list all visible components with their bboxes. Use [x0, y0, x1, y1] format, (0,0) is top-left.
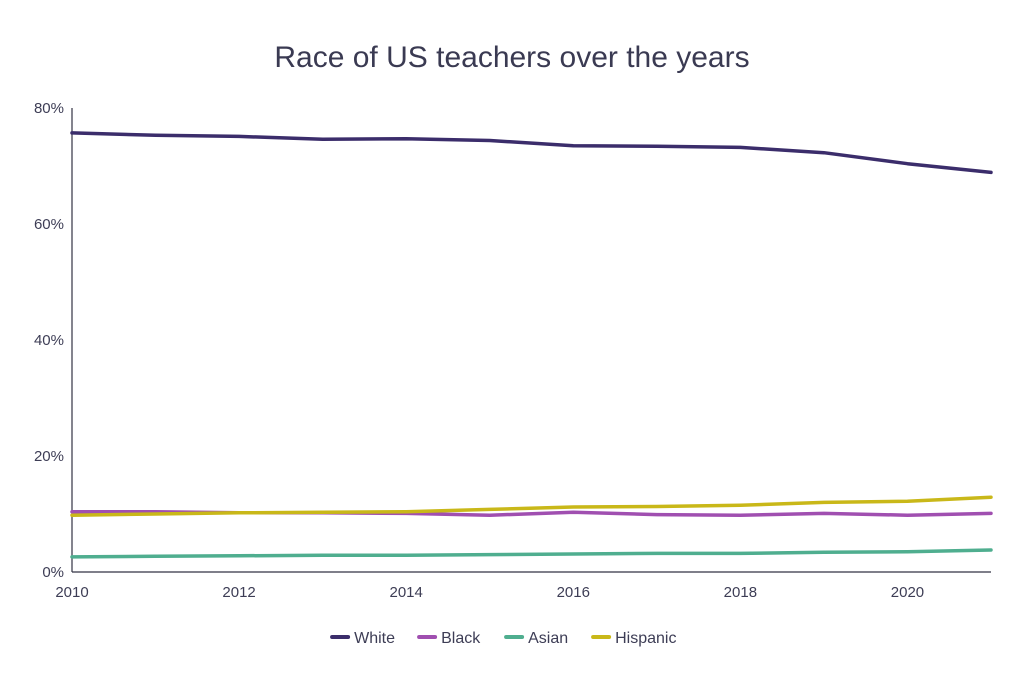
legend-label: Asian [528, 630, 568, 647]
legend-item-white: White [330, 630, 395, 647]
x-tick-label: 2014 [389, 584, 422, 601]
x-tick-label: 2012 [222, 584, 255, 601]
series-lines [70, 131, 993, 559]
y-tick-label: 0% [42, 564, 64, 581]
y-tick-label: 40% [34, 332, 64, 349]
x-axis-ticks: 2010 2012 2014 2016 2018 2020 [55, 584, 924, 601]
series-line-white [70, 131, 993, 175]
legend-item-asian: Asian [504, 630, 568, 647]
x-tick-label: 2020 [891, 584, 924, 601]
legend: White Black Asian Hispanic [330, 630, 676, 647]
series-line-hispanic [70, 495, 993, 517]
legend-label: White [354, 630, 395, 647]
series-line-asian [70, 548, 993, 559]
y-tick-label: 60% [34, 216, 64, 233]
chart-title: Race of US teachers over the years [274, 41, 749, 74]
x-tick-label: 2010 [55, 584, 88, 601]
x-tick-label: 2018 [724, 584, 757, 601]
y-axis-ticks: 0% 20% 40% 60% 80% [34, 100, 64, 581]
y-tick-label: 20% [34, 448, 64, 465]
legend-label: Hispanic [615, 630, 676, 647]
legend-label: Black [441, 630, 481, 647]
y-tick-label: 80% [34, 100, 64, 117]
legend-item-hispanic: Hispanic [591, 630, 676, 647]
x-tick-label: 2016 [557, 584, 590, 601]
legend-item-black: Black [417, 630, 481, 647]
